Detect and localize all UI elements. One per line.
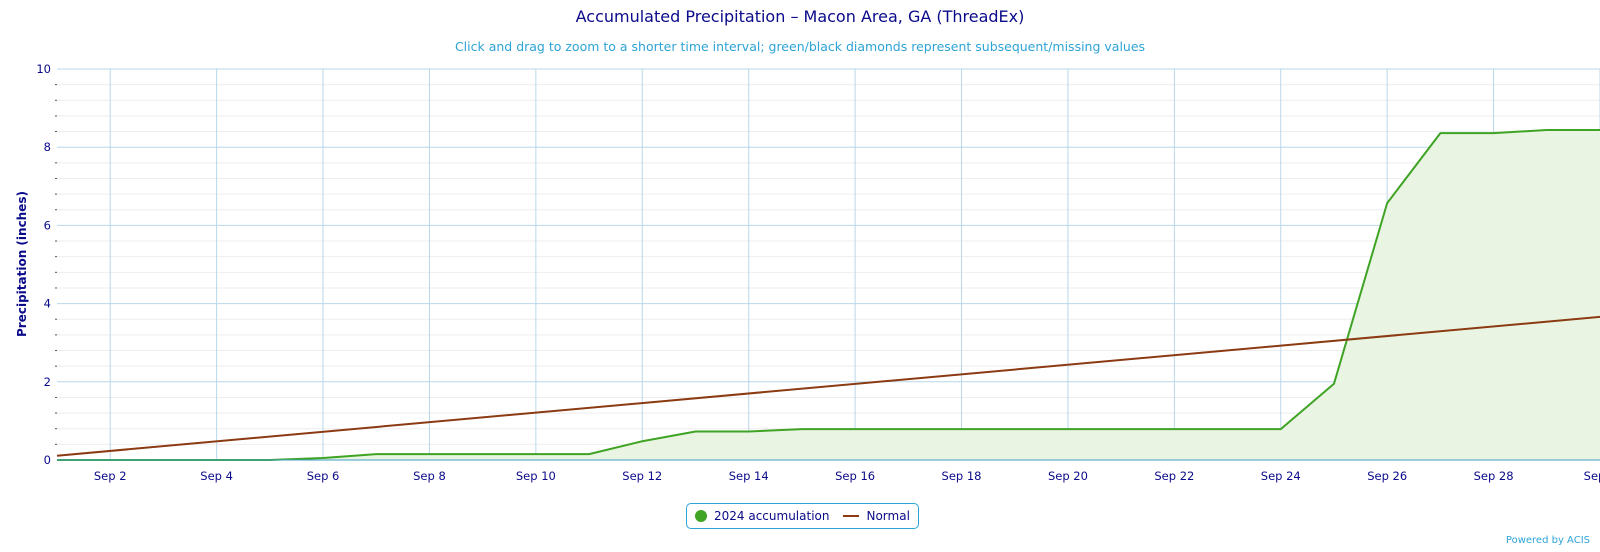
y-tick-label: 10 (36, 62, 51, 76)
accumulation-area (57, 129, 1600, 460)
legend-label-normal: Normal (866, 509, 910, 523)
x-tick-label: Sep 14 (729, 469, 769, 483)
y-tick-label: 4 (44, 297, 51, 311)
x-tick-label: Sep 12 (622, 469, 662, 483)
chart-subtitle: Click and drag to zoom to a shorter time… (454, 39, 1146, 54)
x-tick-label: Sep 10 (516, 469, 556, 483)
x-tick-label: Sep 24 (1261, 469, 1301, 483)
accumulation-line (57, 128, 1600, 461)
y-tick-label: 6 (44, 218, 51, 232)
y-tick-label: 2 (44, 375, 51, 389)
y-tick-label: 8 (44, 140, 51, 154)
normal-line (56, 315, 1600, 457)
x-tick-label: Sep 16 (835, 469, 875, 483)
x-tick-label: Sep 6 (307, 469, 340, 483)
x-tick-label: Sep 26 (1367, 469, 1407, 483)
legend-item-normal[interactable]: Normal (843, 509, 910, 523)
x-tick-label: Sep 4 (200, 469, 233, 483)
series-line-layer (56, 128, 1600, 461)
y-tick-label: 0 (44, 453, 51, 467)
legend-item-accumulation[interactable]: 2024 accumulation (695, 509, 829, 523)
legend-label-accumulation: 2024 accumulation (714, 509, 830, 523)
x-tick-label: Sep 28 (1474, 469, 1514, 483)
x-tick-label: Sep 18 (942, 469, 982, 483)
x-tick-label: Sep 3 (1584, 469, 1600, 483)
x-tick-label: Sep 8 (413, 469, 446, 483)
axes: 0 2 4 6 8 10 Sep 2 Sep 4 Sep 6 Sep 8 Sep 10 Sep 12 S… (36, 62, 1600, 483)
chart-title: Accumulated Precipitation – Macon Area, … (575, 7, 1025, 26)
y-axis-title: Precipitation (inches) (15, 191, 29, 337)
x-tick-label: Sep 22 (1154, 469, 1194, 483)
x-tick-label: Sep 2 (94, 469, 127, 483)
legend-marker-normal (843, 515, 860, 517)
x-tick-label: Sep 20 (1048, 469, 1088, 483)
credits-link[interactable]: Powered by ACIS (1505, 535, 1590, 546)
legend-marker-accumulation (695, 510, 707, 522)
legend: 2024 accumulation Normal (686, 503, 919, 529)
series-area-layer (57, 129, 1600, 460)
